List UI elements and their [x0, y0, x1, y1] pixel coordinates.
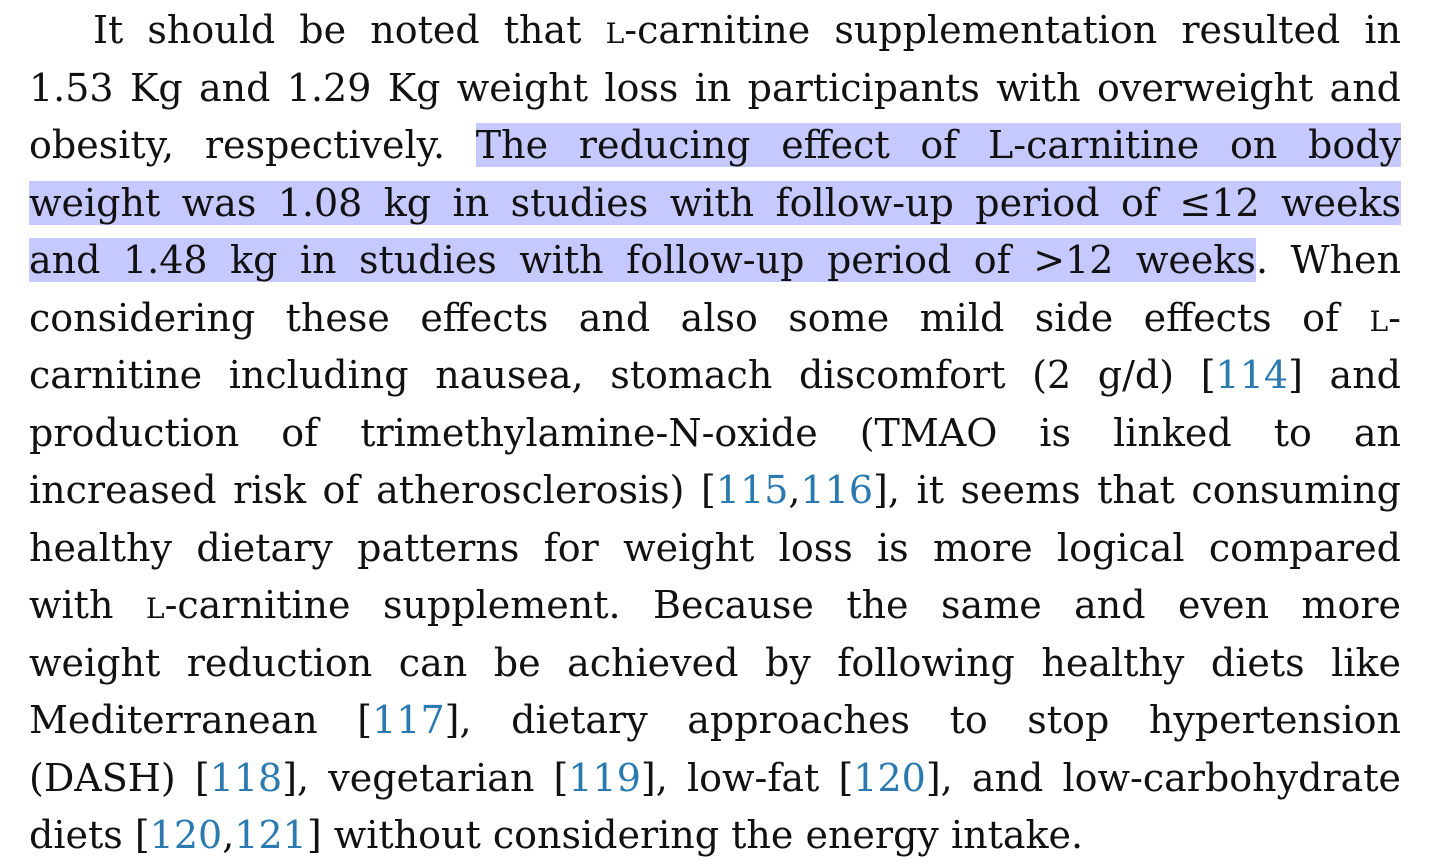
body-text: , [222, 813, 235, 857]
text-line: obesity, respectively. The reducing effe… [29, 117, 1401, 175]
citation-link[interactable]: 115 [715, 468, 789, 512]
highlighted-text[interactable]: The reducing effect of L-carnitine on bo… [475, 123, 1401, 167]
text-line: production of trimethylamine-N-oxide (TM… [29, 405, 1401, 463]
body-text: ] and [1288, 353, 1402, 397]
body-text: weight reduction can be achieved by foll… [29, 640, 1401, 685]
body-text: production of trimethylamine-N-oxide (TM… [29, 410, 1401, 455]
body-paragraph: It should be noted that L-carnitine supp… [29, 2, 1401, 865]
text-line: (DASH) [118], vegetarian [119], low-fat … [29, 750, 1401, 808]
body-text: (DASH) [ [29, 755, 210, 800]
body-text: ], and low-carbohydrate [925, 755, 1402, 800]
text-line: with L-carnitine supplement. Because the… [29, 577, 1401, 635]
text-line: considering these effects and also some … [29, 290, 1401, 348]
body-text: - [1388, 295, 1401, 340]
small-caps-letter: L [145, 592, 165, 625]
citation-link[interactable]: 118 [209, 755, 283, 800]
text-line: and 1.48 kg in studies with follow-up pe… [29, 232, 1401, 290]
text-line: carnitine including nausea, stomach disc… [29, 347, 1401, 405]
body-text: ], low-fat [ [640, 755, 854, 800]
text-line: Mediterranean [117], dietary approaches … [29, 692, 1401, 750]
body-text: It should be noted that [93, 8, 606, 52]
body-text: . When [1255, 238, 1402, 282]
body-text: obesity, respectively. [29, 123, 476, 167]
citation-link[interactable]: 119 [568, 755, 641, 800]
text-line: increased risk of atherosclerosis) [115,… [29, 462, 1401, 520]
body-text: -carnitine supplement. Because the same … [164, 583, 1401, 627]
citation-link[interactable]: 117 [372, 698, 445, 742]
text-line: It should be noted that L-carnitine supp… [29, 2, 1401, 60]
citation-link[interactable]: 121 [234, 813, 307, 857]
body-text: healthy dietary patterns for weight loss… [29, 525, 1401, 570]
highlighted-text[interactable]: and 1.48 kg in studies with follow-up pe… [29, 238, 1256, 282]
text-line: 1.53 Kg and 1.29 Kg weight loss in parti… [29, 60, 1401, 118]
body-text: ], it seems that consuming [873, 468, 1402, 512]
text-line: healthy dietary patterns for weight loss… [29, 520, 1401, 578]
body-text: ], vegetarian [ [282, 755, 569, 800]
text-line: weight was 1.08 kg in studies with follo… [29, 175, 1401, 233]
body-text: 1.53 Kg and 1.29 Kg weight loss in parti… [29, 65, 1401, 110]
small-caps-letter: L [1369, 304, 1389, 338]
body-text: ], dietary approaches to stop hypertensi… [444, 698, 1401, 742]
citation-link[interactable]: 120 [149, 813, 223, 857]
body-text: considering these effects and also some … [29, 295, 1370, 340]
body-text: increased risk of atherosclerosis) [ [29, 468, 716, 512]
text-line: weight reduction can be achieved by foll… [29, 635, 1401, 693]
text-line: diets [120,121] without considering the … [29, 807, 1401, 865]
body-text: , [788, 468, 801, 512]
body-text: carnitine including nausea, stomach disc… [29, 353, 1216, 397]
body-text: -carnitine supplementation resulted in [624, 8, 1401, 52]
body-text: diets [ [29, 813, 150, 857]
citation-link[interactable]: 116 [800, 468, 874, 512]
highlighted-text[interactable]: weight was 1.08 kg in studies with follo… [29, 180, 1401, 225]
citation-link[interactable]: 114 [1215, 353, 1289, 397]
small-caps-letter: L [605, 17, 625, 50]
body-text: with [29, 583, 146, 627]
citation-link[interactable]: 120 [853, 755, 926, 800]
body-text: Mediterranean [ [29, 698, 373, 742]
body-text: ] without considering the energy intake. [306, 813, 1084, 857]
